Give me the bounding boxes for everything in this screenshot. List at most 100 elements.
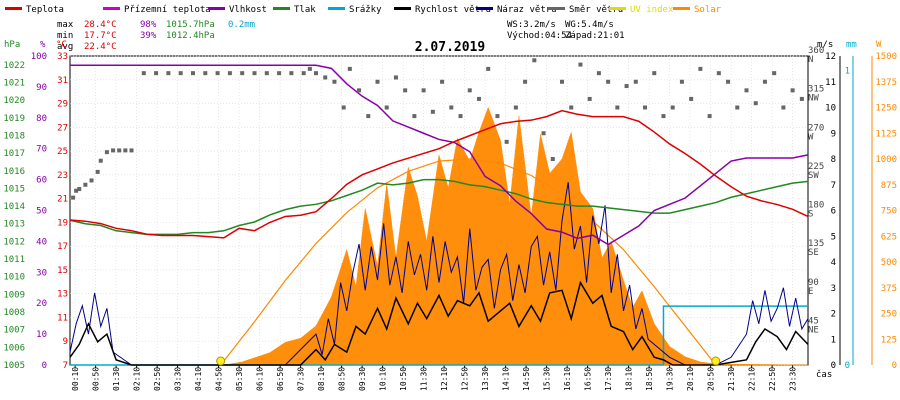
- temp-tick-label: 17: [57, 242, 68, 252]
- dir-name-label: W: [808, 132, 814, 142]
- series-solar-theoretical: [220, 158, 717, 366]
- rain-tick-label: 1: [845, 67, 850, 77]
- x-tick-label: 00:50: [92, 367, 101, 391]
- x-tick-label: 03:30: [174, 367, 183, 391]
- dir-tick-label: 360: [808, 46, 824, 56]
- wind-dir-point: [772, 71, 777, 76]
- wind-dir-point: [393, 75, 398, 80]
- wind-dir-point: [467, 88, 472, 93]
- wind-tick-label: 8: [831, 155, 836, 165]
- legend-label: Rychlost větru: [415, 5, 491, 15]
- wind-dir-point: [357, 88, 362, 93]
- temp-tick-label: 11: [57, 313, 68, 323]
- wind-dir-point: [412, 114, 417, 119]
- press-tick-label: 1005: [3, 361, 25, 371]
- dir-name-label: S: [808, 210, 813, 220]
- stat-sunrise: Východ:04:54: [507, 31, 572, 41]
- press-tick-label: 1013: [3, 220, 25, 230]
- temp-tick-label: 33: [57, 52, 68, 62]
- dir-tick-label: 270: [808, 123, 824, 133]
- stat-max-temp: 28.4°C: [84, 20, 117, 30]
- stat-max-press: 1015.7hPa: [166, 20, 215, 30]
- x-tick-label: 02:50: [153, 367, 162, 391]
- x-tick-label: 21:30: [727, 367, 736, 391]
- x-tick-label: 06:50: [276, 367, 285, 391]
- wind-dir-point: [123, 148, 128, 153]
- wind-dir-point: [215, 71, 220, 76]
- press-unit: hPa: [4, 40, 20, 50]
- wind-dir-point: [307, 66, 312, 71]
- wind-dir-point: [587, 96, 592, 101]
- wind-dir-point: [384, 105, 389, 110]
- axes-layer: 1022102110201019101810171016101510141013…: [3, 46, 897, 371]
- stat-max-label: max: [57, 20, 74, 30]
- wind-dir-point: [83, 182, 88, 187]
- wind-dir-point: [403, 88, 408, 93]
- wind-dir-point: [191, 71, 195, 76]
- stat-avg-temp: 22.4°C: [84, 42, 117, 52]
- legend-label: Náraz větru: [497, 5, 557, 15]
- wind-dir-point: [440, 79, 445, 84]
- solar-tick-label: 875: [881, 181, 897, 191]
- x-tick-label: 16:10: [563, 367, 572, 391]
- solar-tick-label: 1250: [875, 104, 897, 114]
- wind-dir-point: [633, 79, 638, 84]
- legend-label: Směr větru: [569, 5, 623, 15]
- press-tick-label: 1017: [3, 149, 25, 159]
- solar-tick-label: 0: [892, 361, 897, 371]
- stat-min-press: 1012.4hPa: [166, 31, 215, 41]
- wind-dir-point: [476, 96, 481, 101]
- wind-dir-point: [74, 188, 79, 193]
- dir-tick-label: 90: [808, 278, 819, 288]
- wind-unit: m/s: [817, 40, 833, 50]
- legend-label: Solar: [694, 5, 722, 15]
- press-tick-label: 1008: [3, 308, 25, 318]
- legend-swatch: [328, 7, 345, 10]
- wind-tick-label: 5: [831, 232, 836, 242]
- wind-tick-label: 7: [831, 181, 836, 191]
- x-tick-label: 16:50: [584, 367, 593, 391]
- x-tick-label: 02:10: [133, 367, 142, 391]
- hum-tick-label: 10: [36, 330, 47, 340]
- wind-dir-point: [430, 109, 435, 114]
- solar-tick-label: 125: [881, 335, 897, 345]
- legend-label: Přízemní teplota: [124, 5, 211, 15]
- stat-sunset: Západ:21:01: [565, 31, 625, 41]
- temp-tick-label: 23: [57, 171, 68, 181]
- wind-dir-point: [117, 148, 122, 153]
- wind-tick-label: 10: [825, 104, 836, 114]
- hum-tick-label: 100: [31, 52, 47, 62]
- press-tick-label: 1010: [3, 273, 25, 283]
- press-tick-label: 1012: [3, 237, 25, 247]
- wind-dir-point: [141, 71, 146, 76]
- wind-tick-label: 4: [831, 258, 836, 268]
- wind-tick-label: 2: [831, 310, 836, 320]
- wind-dir-point: [513, 105, 518, 110]
- wind-dir-point: [550, 157, 555, 161]
- press-tick-label: 1007: [3, 326, 25, 336]
- wind-dir-point: [560, 79, 564, 84]
- dir-tick-label: 45: [808, 316, 819, 326]
- wind-dir-point: [716, 71, 721, 76]
- stat-ws: WS:3.2m/s: [507, 20, 556, 30]
- legend-swatch: [208, 7, 225, 10]
- dir-tick-label: 225: [808, 162, 824, 172]
- solar-tick-label: 750: [881, 207, 897, 217]
- dir-tick-label: 315: [808, 85, 824, 95]
- sunset-marker: [711, 356, 721, 366]
- x-tick-label: 22:50: [768, 367, 777, 391]
- x-tick-label: 20:10: [686, 367, 695, 391]
- press-tick-label: 1019: [3, 114, 25, 124]
- stat-min-label: min: [57, 31, 73, 41]
- wind-dir-point: [726, 79, 731, 84]
- solar-tick-label: 1125: [875, 129, 897, 139]
- wind-dir-point: [458, 114, 463, 119]
- solar-tick-label: 500: [881, 258, 897, 268]
- wind-dir-point: [790, 88, 795, 93]
- x-axis-label: čas: [816, 369, 832, 380]
- x-tick-label: 08:50: [338, 367, 347, 391]
- x-tick-label: 14:50: [522, 367, 531, 391]
- legend-swatch: [103, 7, 120, 10]
- wind-dir-point: [735, 105, 740, 110]
